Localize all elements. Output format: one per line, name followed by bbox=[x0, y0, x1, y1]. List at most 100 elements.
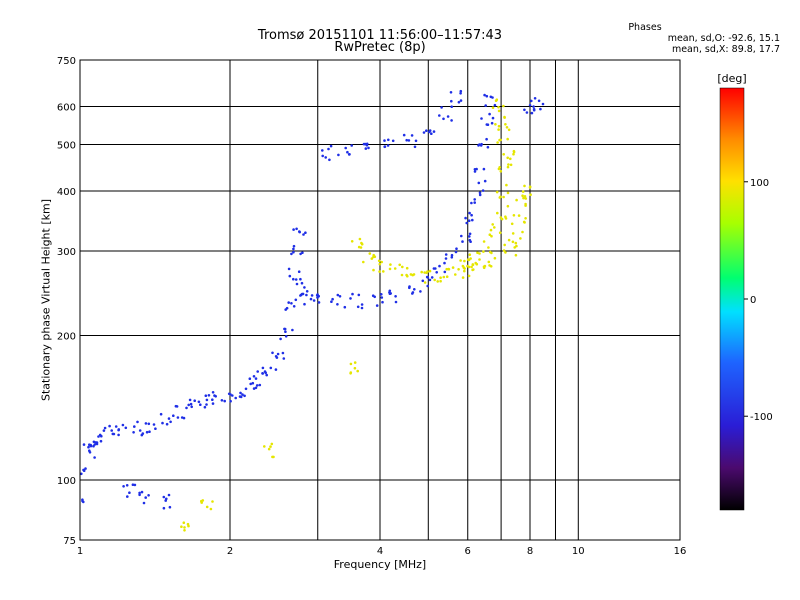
data-point-o bbox=[174, 404, 178, 408]
data-point-o bbox=[407, 139, 411, 142]
data-point-o bbox=[154, 427, 157, 431]
data-point-o bbox=[142, 501, 146, 505]
data-point-o bbox=[211, 402, 215, 405]
data-point-o bbox=[292, 228, 295, 231]
data-point-o bbox=[213, 394, 216, 397]
data-point-x bbox=[349, 362, 353, 366]
data-point-x bbox=[360, 241, 363, 245]
data-point-o bbox=[428, 130, 431, 134]
data-point-x bbox=[505, 126, 509, 129]
data-point-x bbox=[489, 265, 493, 268]
data-point-o bbox=[421, 279, 425, 283]
data-point-o bbox=[389, 292, 393, 295]
data-point-o bbox=[124, 426, 128, 430]
data-point-o bbox=[254, 386, 258, 390]
data-point-o bbox=[185, 406, 188, 410]
data-point-x bbox=[372, 268, 375, 272]
data-point-x bbox=[436, 280, 440, 283]
colorbar-tick-label: 0 bbox=[750, 295, 756, 306]
data-point-o bbox=[488, 112, 491, 116]
data-point-o bbox=[450, 255, 454, 259]
data-point-o bbox=[292, 247, 295, 251]
data-point-x bbox=[400, 273, 404, 277]
data-point-o bbox=[328, 158, 331, 162]
data-point-x bbox=[504, 215, 507, 218]
data-point-x bbox=[468, 253, 472, 256]
data-point-o bbox=[147, 422, 151, 426]
data-point-o bbox=[271, 351, 274, 355]
data-point-o bbox=[84, 467, 87, 470]
data-point-x bbox=[442, 275, 446, 279]
data-point-x bbox=[471, 263, 475, 267]
data-point-x bbox=[398, 263, 402, 267]
data-point-o bbox=[87, 445, 90, 449]
data-point-x bbox=[493, 226, 496, 229]
data-point-o bbox=[428, 278, 432, 282]
data-point-o bbox=[312, 299, 316, 302]
data-point-o bbox=[249, 382, 252, 386]
data-point-o bbox=[413, 145, 417, 149]
data-point-o bbox=[281, 351, 285, 355]
data-point-x bbox=[487, 260, 491, 264]
data-point-o bbox=[205, 398, 209, 402]
data-point-x bbox=[512, 150, 516, 154]
data-point-o bbox=[99, 439, 103, 443]
y-tick-label: 500 bbox=[57, 141, 76, 152]
data-point-x bbox=[470, 265, 473, 269]
data-point-o bbox=[294, 298, 298, 302]
data-point-o bbox=[316, 293, 319, 296]
data-point-o bbox=[482, 167, 486, 171]
data-point-x bbox=[497, 105, 500, 109]
data-point-o bbox=[199, 403, 202, 407]
data-point-o bbox=[302, 233, 305, 236]
data-point-o bbox=[187, 403, 190, 407]
data-point-o bbox=[125, 484, 129, 487]
data-point-o bbox=[292, 305, 296, 308]
data-point-x bbox=[505, 183, 508, 187]
data-point-x bbox=[511, 232, 515, 235]
data-point-o bbox=[207, 394, 211, 397]
data-point-o bbox=[465, 221, 469, 225]
data-point-o bbox=[162, 495, 166, 499]
data-point-o bbox=[343, 305, 347, 309]
data-point-o bbox=[82, 500, 85, 504]
data-point-x bbox=[466, 258, 470, 261]
data-point-o bbox=[290, 302, 293, 305]
data-point-o bbox=[402, 133, 406, 137]
data-point-x bbox=[211, 500, 214, 503]
data-point-x bbox=[507, 128, 511, 132]
data-point-o bbox=[159, 412, 163, 416]
data-point-x bbox=[523, 184, 526, 188]
data-point-o bbox=[140, 490, 144, 494]
data-point-o bbox=[239, 391, 242, 395]
data-point-o bbox=[291, 328, 294, 332]
data-point-x bbox=[457, 268, 460, 271]
data-point-o bbox=[430, 276, 434, 279]
data-point-o bbox=[367, 146, 370, 150]
data-point-o bbox=[470, 201, 473, 205]
colorbar-tick-label: 100 bbox=[750, 178, 769, 189]
data-point-x bbox=[378, 270, 381, 273]
y-tick-label: 300 bbox=[57, 247, 76, 258]
data-point-o bbox=[386, 144, 390, 147]
data-point-o bbox=[468, 238, 472, 242]
data-point-o bbox=[455, 247, 458, 250]
data-point-x bbox=[499, 170, 503, 173]
data-point-o bbox=[295, 282, 299, 286]
data-point-o bbox=[525, 111, 529, 114]
data-point-x bbox=[529, 193, 532, 196]
data-point-o bbox=[349, 297, 352, 300]
data-point-o bbox=[204, 394, 208, 398]
data-point-o bbox=[161, 421, 164, 425]
data-point-o bbox=[172, 414, 175, 418]
data-point-o bbox=[108, 424, 111, 428]
data-point-x bbox=[401, 265, 404, 269]
data-point-o bbox=[292, 250, 295, 254]
data-point-x bbox=[263, 445, 266, 448]
data-point-o bbox=[425, 275, 429, 279]
data-point-o bbox=[486, 145, 490, 149]
data-point-o bbox=[473, 201, 477, 204]
data-point-x bbox=[507, 238, 511, 242]
data-point-o bbox=[490, 121, 494, 125]
data-point-x bbox=[503, 243, 507, 247]
